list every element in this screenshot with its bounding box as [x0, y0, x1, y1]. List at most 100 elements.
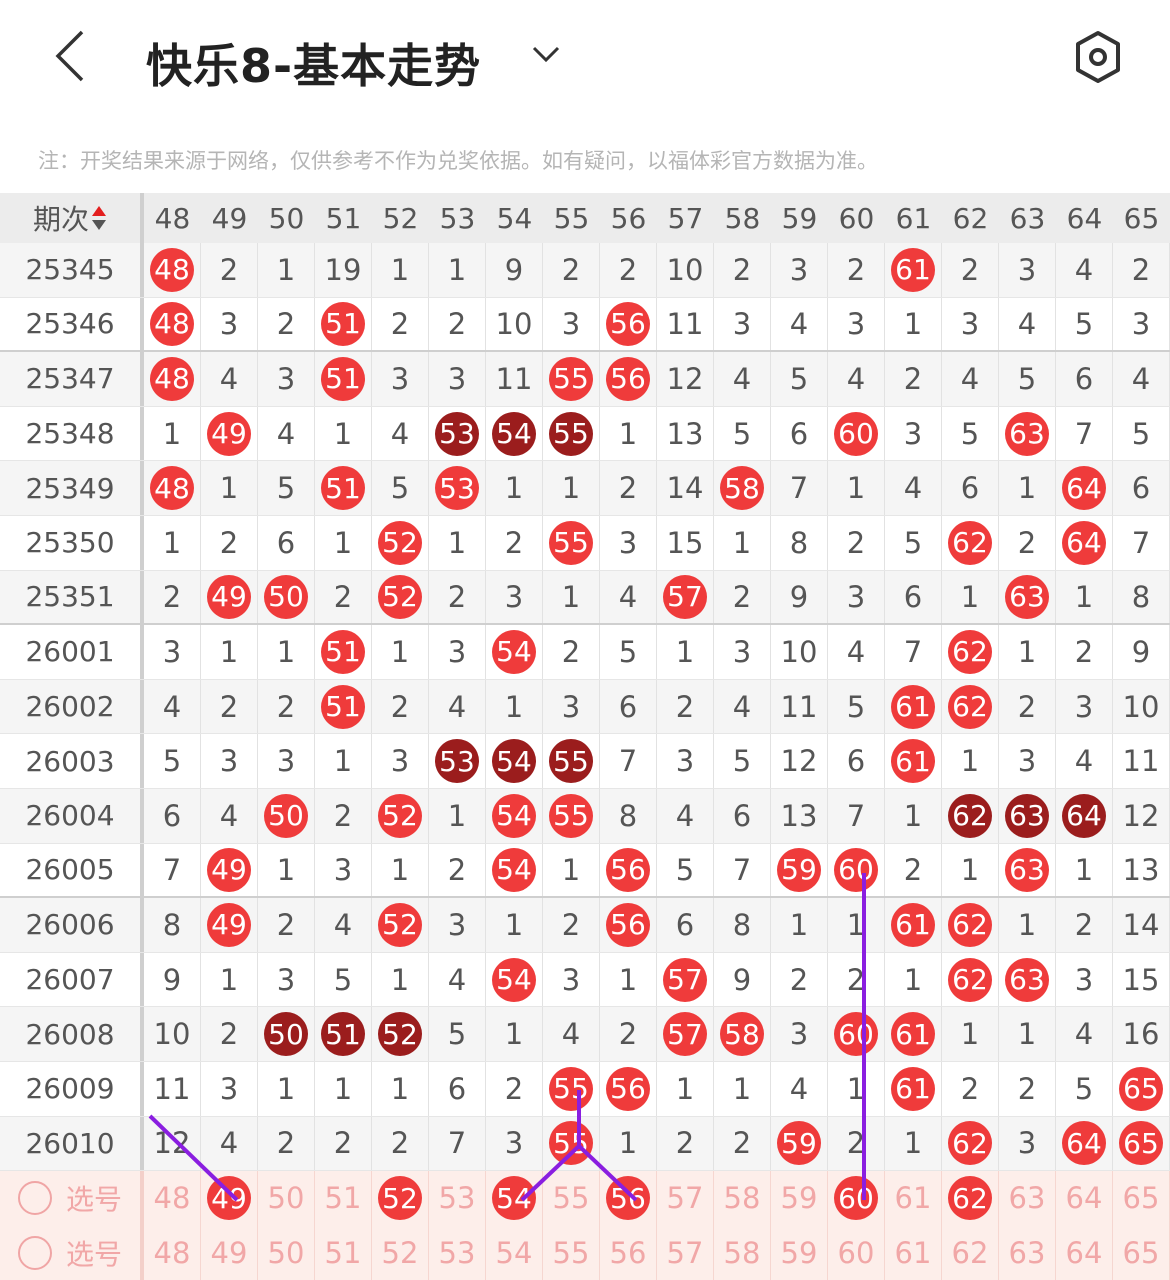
- select-number-cell[interactable]: 62: [942, 1171, 999, 1226]
- selected-ball[interactable]: 60: [834, 1176, 878, 1221]
- number-cell: 55: [543, 788, 600, 843]
- number-cell: 12: [771, 734, 828, 788]
- select-number-cell[interactable]: 49: [201, 1171, 258, 1226]
- column-header: 59: [781, 201, 818, 235]
- selected-ball[interactable]: 62: [948, 1176, 992, 1221]
- number-cell: 49: [201, 843, 258, 897]
- number-cell: 48: [144, 461, 201, 515]
- number-cell: 4: [315, 898, 372, 952]
- number-cell: 4: [1056, 243, 1113, 297]
- number-cell: 54: [486, 406, 543, 461]
- select-number-cell[interactable]: 59: [771, 1171, 828, 1226]
- select-number-cell[interactable]: 51: [315, 1171, 372, 1226]
- select-number-cell[interactable]: 58: [714, 1171, 771, 1226]
- hit-ball: 48: [150, 356, 194, 401]
- select-number-cell[interactable]: 64: [1056, 1171, 1113, 1226]
- hit-ball: 48: [150, 301, 194, 346]
- number-cell: 2: [999, 515, 1056, 570]
- selected-ball[interactable]: 54: [492, 1176, 536, 1221]
- number-cell: 1: [771, 898, 828, 952]
- hit-ball: 52: [378, 902, 422, 947]
- selected-ball[interactable]: 49: [207, 1176, 251, 1221]
- number-cell: 1: [201, 461, 258, 515]
- select-number-cell[interactable]: 56: [600, 1171, 657, 1226]
- hit-ball: 60: [834, 411, 878, 456]
- number-cell: 4: [828, 625, 885, 679]
- chevron-down-icon[interactable]: [530, 40, 562, 70]
- hit-ball: 60: [834, 847, 878, 892]
- selected-ball[interactable]: 52: [378, 1176, 422, 1221]
- period-cell: 26008: [0, 1007, 144, 1061]
- number-cell: 8: [771, 515, 828, 570]
- selected-ball[interactable]: 56: [606, 1176, 650, 1221]
- select-label-cell[interactable]: 选号: [0, 1171, 144, 1226]
- period-cell: 26007: [0, 952, 144, 1007]
- number-cell: 2: [543, 898, 600, 952]
- column-header: 52: [382, 201, 419, 235]
- period-cell: 26001: [0, 625, 144, 679]
- hit-ball: 58: [720, 1012, 764, 1057]
- number-cell: 10: [144, 1007, 201, 1061]
- select-number-cell[interactable]: 61: [885, 1171, 942, 1226]
- number-cell: 64: [1056, 788, 1113, 843]
- number-cell: 3: [1056, 952, 1113, 1007]
- select-number-cell[interactable]: 65: [1113, 1171, 1170, 1226]
- number-cell: 1: [201, 952, 258, 1007]
- radio-button[interactable]: [17, 1181, 52, 1216]
- number-cell: 7: [885, 625, 942, 679]
- number-cell: 1: [315, 515, 372, 570]
- number-cell: 1: [828, 898, 885, 952]
- number-cell: 3: [1113, 297, 1170, 351]
- consecutive-hit-ball: 52: [378, 1012, 422, 1057]
- number-cell: 61: [885, 898, 942, 952]
- settings-hexagon-icon[interactable]: [1072, 30, 1124, 84]
- number-cell: 4: [201, 352, 258, 406]
- number-cell: 8: [600, 788, 657, 843]
- number-cell: 14: [657, 461, 714, 515]
- number-cell: 10: [486, 297, 543, 351]
- number-cell: 4: [201, 1116, 258, 1171]
- number-cell: 61: [885, 243, 942, 297]
- number-cell: 3: [999, 734, 1056, 788]
- number-cell: 50: [258, 788, 315, 843]
- number-cell: 2: [885, 352, 942, 406]
- number-cell: 6: [1056, 352, 1113, 406]
- consecutive-hit-ball: 53: [435, 411, 479, 456]
- select-number-cell[interactable]: 53: [429, 1171, 486, 1226]
- table-row: 25351 2 49 50 2 52 2 3 1 4 57 2 9 3 6 1 63 1 8: [0, 570, 1170, 626]
- number-cell: 58: [714, 461, 771, 515]
- number-cell: 10: [1113, 679, 1170, 734]
- number-cell: 5: [1056, 297, 1113, 351]
- number-cell: 60: [828, 1007, 885, 1061]
- number-cell: 2: [201, 515, 258, 570]
- number-cell: 56: [600, 898, 657, 952]
- number-cell: 2: [315, 1116, 372, 1171]
- period-sort-header[interactable]: 期次: [0, 193, 144, 243]
- chevron-left-icon[interactable]: [50, 28, 90, 84]
- select-number-cell[interactable]: 54: [486, 1171, 543, 1226]
- select-number-cell[interactable]: 60: [828, 1171, 885, 1226]
- number-cell: 3: [429, 625, 486, 679]
- select-number-row: 选号 48 49 50 51 52 53 54 55 56 57 58 59 60 61 62 63 64 65: [0, 1171, 1170, 1226]
- number-cell: 53: [429, 734, 486, 788]
- number-cell: 1: [372, 625, 429, 679]
- select-number-cell[interactable]: 57: [657, 1171, 714, 1226]
- hit-ball: 56: [606, 356, 650, 401]
- select-number-cell[interactable]: 63: [999, 1171, 1056, 1226]
- number-cell: 13: [1113, 843, 1170, 897]
- number-cell: 1: [543, 570, 600, 624]
- number-cell: 1: [258, 243, 315, 297]
- number-cell: 10: [771, 625, 828, 679]
- number-cell: 4: [258, 406, 315, 461]
- select-number-cell[interactable]: 52: [372, 1171, 429, 1226]
- select-number-cell[interactable]: 50: [258, 1171, 315, 1226]
- select-number-cell[interactable]: 48: [144, 1171, 201, 1226]
- page-title[interactable]: 快乐8-基本走势: [146, 39, 482, 93]
- number-cell: 1: [657, 1061, 714, 1116]
- number-cell: 5: [1113, 406, 1170, 461]
- number-cell: 56: [600, 352, 657, 406]
- hit-ball: 48: [150, 466, 194, 511]
- number-cell: 54: [486, 734, 543, 788]
- select-number-cell[interactable]: 55: [543, 1171, 600, 1226]
- number-cell: 11: [657, 297, 714, 351]
